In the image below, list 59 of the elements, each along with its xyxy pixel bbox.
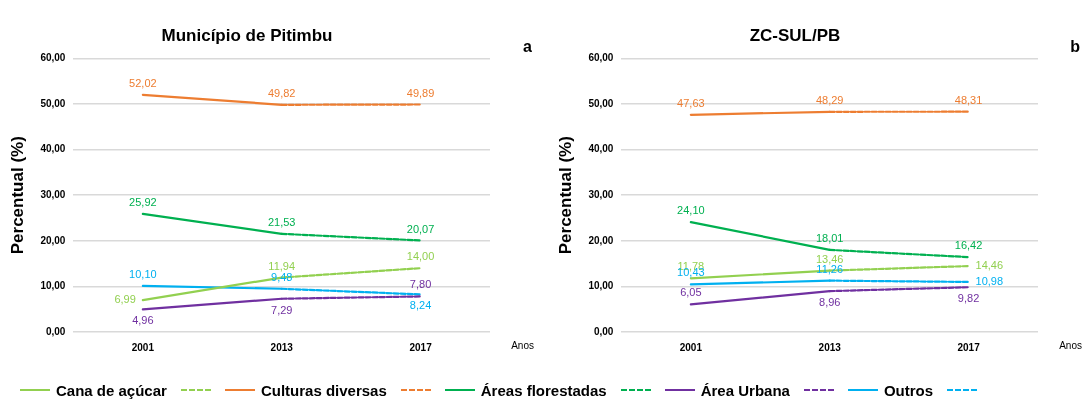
y-tick-label: 40,00 xyxy=(588,143,614,155)
legend-label: Outros xyxy=(883,381,934,399)
y-tick-label: 0,00 xyxy=(45,325,66,337)
x-tick-label: 2001 xyxy=(679,341,703,353)
data-label: 20,07 xyxy=(406,222,435,235)
text: b xyxy=(1070,38,1081,56)
chart-title: Município de Pitimbu xyxy=(161,25,333,45)
data-label: 7,29 xyxy=(271,303,293,316)
x-axis-title: Anos xyxy=(511,339,534,351)
data-label: 49,82 xyxy=(267,86,296,99)
legend-label: Área Urbana xyxy=(700,381,790,399)
y-axis-title: Percentual (%) xyxy=(555,136,575,255)
legend-label: Áreas florestadas xyxy=(480,381,607,399)
data-label: 8,96 xyxy=(819,296,841,309)
data-label: 13,46 xyxy=(815,252,844,265)
data-label: 6,05 xyxy=(680,286,702,299)
data-label: 9,82 xyxy=(957,292,980,305)
data-label: 24,10 xyxy=(677,204,705,217)
y-tick-label: 50,00 xyxy=(588,97,614,109)
data-label: 4,96 xyxy=(132,314,154,327)
data-label: 49,89 xyxy=(406,86,435,99)
data-label: 8,24 xyxy=(409,299,432,312)
y-tick-label: 20,00 xyxy=(588,234,614,246)
y-axis-title: Percentual (%) xyxy=(7,136,27,255)
data-label: 14,00 xyxy=(406,250,435,263)
y-tick-label: 30,00 xyxy=(40,188,66,200)
y-tick-label: 50,00 xyxy=(40,97,66,109)
data-label: 52,02 xyxy=(129,76,157,89)
data-label: 14,46 xyxy=(975,259,1004,272)
x-tick-label: 2001 xyxy=(131,341,155,353)
legend-label: Cana de açúcar xyxy=(56,381,167,399)
data-label: 48,29 xyxy=(815,93,844,106)
legend-label: Culturas diversas xyxy=(260,381,387,399)
text: a xyxy=(523,38,533,56)
x-tick-label: 2017 xyxy=(957,341,981,353)
data-label: 10,98 xyxy=(975,274,1004,287)
data-label: 18,01 xyxy=(815,231,844,244)
data-label: 7,80 xyxy=(409,278,432,291)
data-label: 21,53 xyxy=(267,215,296,228)
y-tick-label: 10,00 xyxy=(40,280,66,292)
data-label: 48,31 xyxy=(954,93,983,106)
y-tick-label: 10,00 xyxy=(588,280,614,292)
x-tick-label: 2017 xyxy=(409,341,433,353)
y-tick-label: 60,00 xyxy=(588,52,614,64)
x-tick-label: 2013 xyxy=(270,341,294,353)
y-tick-label: 30,00 xyxy=(588,188,614,200)
data-label: 6,99 xyxy=(114,293,136,306)
chart-title: ZC-SUL/PB xyxy=(749,25,841,45)
x-axis-title: Anos xyxy=(1059,339,1082,351)
data-label: 47,63 xyxy=(677,96,705,109)
data-label: 11,94 xyxy=(268,259,296,272)
data-label: 25,92 xyxy=(129,195,157,208)
data-label: 16,42 xyxy=(954,239,983,252)
y-tick-label: 60,00 xyxy=(40,52,66,64)
y-tick-label: 0,00 xyxy=(593,325,614,337)
y-tick-label: 20,00 xyxy=(40,234,66,246)
y-tick-label: 40,00 xyxy=(40,143,66,155)
data-label: 10,10 xyxy=(129,267,157,280)
x-tick-label: 2013 xyxy=(818,341,842,353)
